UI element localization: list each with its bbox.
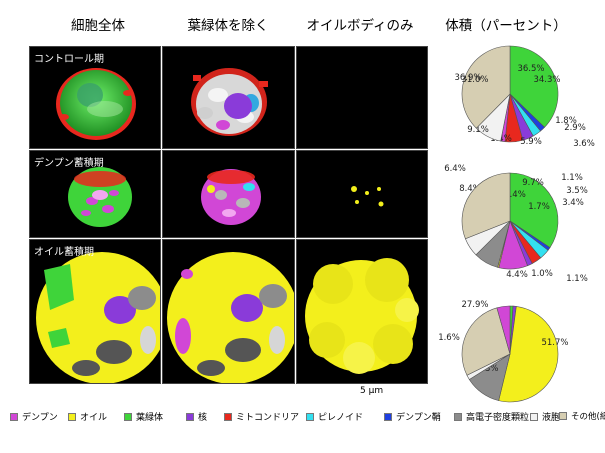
legend-item: 葉緑体 bbox=[124, 410, 163, 423]
panel-starch-without-chloroplast bbox=[162, 150, 295, 238]
cell-render-image bbox=[351, 186, 384, 207]
row-label-starch: デンプン蓄積期 bbox=[34, 158, 104, 169]
panel-control-whole-cell: コントロール期 bbox=[29, 46, 161, 149]
column-header-whole-cell: 細胞全体 bbox=[71, 18, 125, 34]
pie-data-label: 1.8% bbox=[555, 116, 577, 126]
legend-label: 核 bbox=[198, 413, 208, 423]
cell-render-image bbox=[201, 169, 261, 225]
legend-swatch bbox=[68, 412, 76, 421]
pie-data-label: 31.0% bbox=[461, 75, 488, 85]
column-header-without-chloroplast: 葉緑体を除く bbox=[187, 18, 269, 34]
legend-item: 高電子密度顆粒 bbox=[454, 410, 529, 423]
legend-item: オイル bbox=[68, 410, 107, 423]
pie-data-label: 0.4% bbox=[504, 190, 526, 200]
pie-slice bbox=[509, 45, 559, 128]
cell-render-image bbox=[305, 258, 419, 374]
pie-data-label: 9.1% bbox=[467, 125, 489, 135]
row-label-oil: オイル蓄積期 bbox=[34, 247, 94, 258]
pie-data-label: 4.4% bbox=[506, 270, 528, 280]
pie-data-label: 36.5% bbox=[517, 64, 544, 74]
legend-label: ピレノイド bbox=[318, 413, 364, 423]
legend-swatch bbox=[124, 412, 132, 421]
legend: デンプン オイル 葉緑体 核 ミトコンドリア ピレノイド デンプン鞘 高電子密度顆粒 液胞 その他… bbox=[8, 410, 605, 426]
panel-starch-whole-cell: デンプン蓄積期 bbox=[29, 150, 161, 238]
pie-data-label: 3.5% bbox=[566, 186, 588, 196]
legend-swatch bbox=[530, 412, 538, 421]
row-label-control: コントロール期 bbox=[34, 54, 104, 65]
pie-data-label: 9.7% bbox=[522, 178, 544, 188]
panel-control-without-chloroplast bbox=[162, 46, 295, 149]
pie-data-label: 1.7% bbox=[528, 202, 550, 212]
legend-item: デンプン bbox=[10, 410, 58, 423]
pie-data-label: 3.4% bbox=[562, 198, 584, 208]
legend-swatch bbox=[384, 412, 392, 421]
pie-data-label: 2.9% bbox=[564, 123, 586, 133]
scale-bar-label: 5 μm bbox=[360, 386, 384, 396]
pie-data-label: 8.4% bbox=[459, 184, 481, 194]
legend-swatch bbox=[306, 412, 314, 421]
legend-item: その他(細胞質) bbox=[559, 410, 605, 422]
legend-swatch bbox=[224, 412, 232, 421]
pie-slice bbox=[461, 307, 511, 376]
cell-render-image bbox=[191, 68, 268, 136]
legend-label: ミトコンドリア bbox=[236, 413, 300, 423]
panel-oil-oil-body-only bbox=[296, 239, 428, 384]
cell-render-image bbox=[167, 252, 294, 383]
legend-swatch bbox=[559, 412, 567, 420]
legend-label: 液胞 bbox=[542, 413, 561, 423]
cell-render-image bbox=[68, 167, 132, 227]
column-header-oil-body-only: オイルボディのみ bbox=[306, 18, 414, 34]
pie-slice bbox=[498, 306, 559, 403]
legend-swatch bbox=[10, 412, 18, 421]
legend-item: デンプン鞘 bbox=[384, 410, 441, 423]
pie-data-label: 1.1% bbox=[566, 274, 588, 284]
pie-data-label: 5.9% bbox=[520, 137, 542, 147]
legend-label: デンプン bbox=[22, 413, 58, 423]
pie-data-label: 1.1% bbox=[561, 173, 583, 183]
legend-label: オイル bbox=[80, 413, 108, 423]
legend-item: ミトコンドリア bbox=[224, 410, 299, 423]
pie-data-label: 1.6% bbox=[438, 333, 460, 343]
legend-item: ピレノイド bbox=[306, 410, 363, 423]
legend-label: デンプン鞘 bbox=[396, 413, 441, 423]
legend-label: 高電子密度顆粒 bbox=[466, 413, 530, 423]
scale-bar bbox=[357, 380, 405, 382]
pie-data-label: 36.9% bbox=[454, 73, 481, 83]
legend-label: 葉緑体 bbox=[136, 413, 164, 423]
panel-oil-whole-cell: オイル蓄積期 bbox=[29, 239, 161, 384]
pie-data-label: 1.0% bbox=[531, 269, 553, 279]
panel-control-oil-body-only bbox=[296, 46, 428, 149]
cell-render-image bbox=[36, 252, 160, 383]
pie-slice bbox=[461, 172, 511, 240]
pie-data-label: 51.7% bbox=[541, 338, 568, 348]
pie-data-label: 6.4% bbox=[444, 164, 466, 174]
column-header-volume-percent: 体積（パーセント） bbox=[445, 18, 567, 34]
pie-data-label: 34.3% bbox=[533, 75, 560, 85]
cell-render-image bbox=[56, 68, 136, 140]
legend-item: 核 bbox=[186, 410, 207, 423]
volume-pie-charts: 36.5%1.8%2.9%3.6%5.9%1.4%9.1%36.9%34.3%1… bbox=[438, 45, 595, 403]
pie-slice bbox=[461, 45, 511, 129]
pie-data-label: 3.6% bbox=[573, 139, 595, 149]
panel-starch-oil-body-only bbox=[296, 150, 428, 238]
pie-data-label: 27.9% bbox=[461, 300, 488, 310]
legend-item: 液胞 bbox=[530, 410, 560, 423]
legend-swatch bbox=[186, 412, 194, 421]
pie-slice bbox=[496, 305, 511, 355]
panel-oil-without-chloroplast bbox=[162, 239, 295, 384]
legend-swatch bbox=[454, 412, 462, 421]
legend-label: その他(細胞質) bbox=[571, 412, 605, 422]
